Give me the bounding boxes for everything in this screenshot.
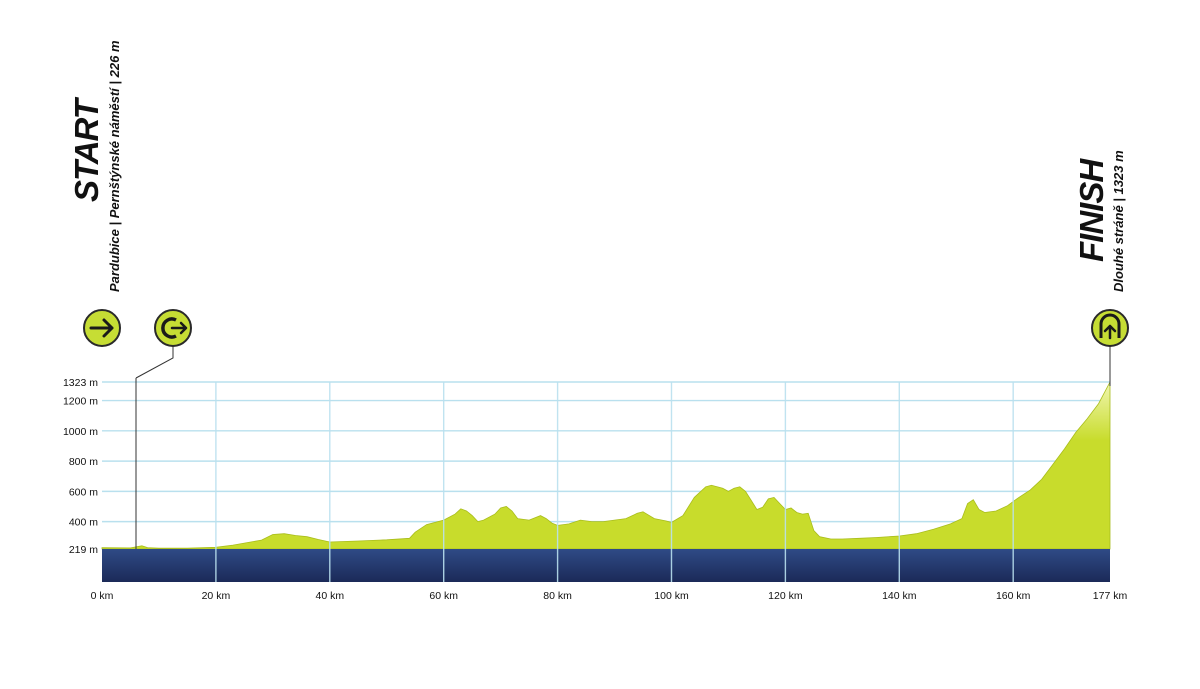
- x-tick-label: 0 km: [91, 590, 114, 602]
- y-tick-label: 400 m: [69, 517, 98, 529]
- base-band: [102, 549, 1110, 582]
- start-arrow-icon: [83, 309, 121, 347]
- x-tick-label: 20 km: [202, 590, 231, 602]
- y-tick-label: 800 m: [69, 456, 98, 468]
- x-tick-label: 140 km: [882, 590, 917, 602]
- mountain-finish-icon: [1091, 309, 1129, 347]
- y-tick-label: 1200 m: [63, 396, 98, 408]
- km-grid-lines: [215, 382, 1014, 582]
- y-tick-label: 1323 m: [63, 377, 98, 389]
- grid-lines: [102, 381, 1110, 550]
- x-tick-label: 160 km: [996, 590, 1031, 602]
- elevation-series-area: [101, 381, 1111, 550]
- base-band-rect: [102, 549, 1110, 582]
- km-zero-icon: [154, 309, 192, 347]
- km-zero-connector: [135, 344, 174, 379]
- finish-title: FINISH: [1073, 159, 1110, 262]
- y-tick-label: 600 m: [69, 486, 98, 498]
- y-tick-label: 1000 m: [63, 426, 98, 438]
- y-tick-label: 219 m: [69, 544, 98, 556]
- x-tick-label: 100 km: [654, 590, 689, 602]
- x-tick-label: 60 km: [429, 590, 458, 602]
- finish-location-label: Dlouhé stráně | 1323 m: [1111, 150, 1126, 292]
- route-markers: [83, 309, 1129, 549]
- x-tick-label: 177 km: [1093, 590, 1128, 602]
- x-tick-label: 120 km: [768, 590, 803, 602]
- x-tick-label: 80 km: [543, 590, 572, 602]
- x-axis-ticks: 0 km 20 km 40 km 60 km 80 km 100 km 120 km 140 …: [91, 590, 1128, 602]
- start-title: START: [68, 100, 105, 202]
- y-axis-ticks: 219 m 400 m 600 m 800 m 1000 m 1200 m 1323 m: [63, 377, 98, 556]
- x-tick-label: 40 km: [315, 590, 344, 602]
- start-location-label: Pardubice | Pernštýnské náměstí | 226 m: [107, 40, 122, 292]
- elevation-area: [101, 381, 1111, 550]
